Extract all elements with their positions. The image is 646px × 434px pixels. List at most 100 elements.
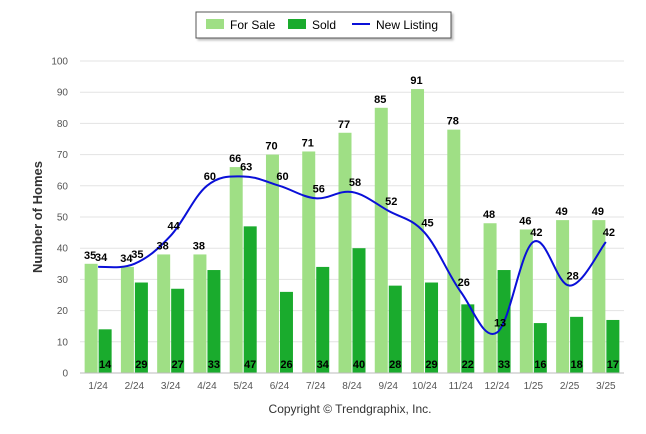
bar-for-sale-4-24 <box>193 254 207 373</box>
label-sold-5-24: 47 <box>244 359 256 371</box>
bar-for-sale-1-25 <box>519 229 533 373</box>
label-for-sale-6-24: 70 <box>265 141 277 153</box>
label-for-sale-2-24: 34 <box>120 253 133 265</box>
x-tick-label-12-24: 12/24 <box>485 381 510 392</box>
x-tick-label-1-25: 1/25 <box>524 381 544 392</box>
bar-for-sale-10-24 <box>411 89 425 373</box>
x-tick-label-2-25: 2/25 <box>560 381 580 392</box>
label-for-sale-2-25: 49 <box>555 206 567 218</box>
y-tick-label: 10 <box>57 337 69 348</box>
bar-sold-8-24 <box>352 248 366 373</box>
bar-for-sale-7-24 <box>302 151 316 373</box>
legend: For Sale Sold New Listing <box>195 11 452 39</box>
label-for-sale-3-25: 49 <box>592 206 604 218</box>
x-tick-label-8-24: 8/24 <box>342 381 362 392</box>
y-tick-label: 70 <box>57 150 69 161</box>
copyright-footer: Copyright © Trendgraphix, Inc. <box>269 402 432 416</box>
bar-for-sale-5-24 <box>229 167 243 373</box>
legend-swatch-sold <box>288 19 306 29</box>
y-tick-label: 30 <box>57 275 69 286</box>
label-for-sale-10-24: 91 <box>410 75 422 87</box>
label-sold-1-25: 16 <box>534 359 546 371</box>
x-tick-label-4-24: 4/24 <box>197 381 217 392</box>
bars <box>84 89 620 374</box>
legend-label-sold: Sold <box>312 18 336 32</box>
line-new-listing <box>98 175 607 335</box>
label-new-listing-9-24: 52 <box>385 196 397 208</box>
x-tick-label-6-24: 6/24 <box>270 381 290 392</box>
bar-sold-9-24 <box>388 285 402 373</box>
label-for-sale-5-24: 66 <box>229 153 241 165</box>
label-new-listing-10-24: 45 <box>421 218 433 230</box>
label-sold-10-24: 29 <box>425 359 437 371</box>
label-sold-6-24: 26 <box>280 359 292 371</box>
legend-swatch-for-sale <box>206 19 224 29</box>
label-new-listing-3-24: 44 <box>168 221 181 233</box>
bar-for-sale-3-24 <box>157 254 171 373</box>
x-tick-label-3-24: 3/24 <box>161 381 181 392</box>
bar-for-sale-8-24 <box>338 132 352 373</box>
bar-for-sale-3-25 <box>592 220 606 373</box>
bar-for-sale-1-24 <box>84 263 98 373</box>
y-tick-label: 80 <box>57 119 69 130</box>
label-for-sale-9-24: 85 <box>374 94 386 106</box>
x-tick-label-3-25: 3/25 <box>596 381 616 392</box>
x-tick-label-9-24: 9/24 <box>379 381 399 392</box>
label-for-sale-1-24: 35 <box>84 250 96 262</box>
label-new-listing-5-24: 63 <box>240 161 252 173</box>
x-tick-label-11-24: 11/24 <box>449 381 474 392</box>
label-new-listing-11-24: 26 <box>458 277 470 289</box>
y-axis: 0 10 20 30 40 50 60 70 80 90 100 <box>51 57 68 380</box>
y-tick-label: 20 <box>57 306 69 317</box>
y-tick-label: 0 <box>62 369 68 380</box>
label-sold-3-24: 27 <box>172 359 184 371</box>
bar-sold-3-24 <box>171 288 185 373</box>
label-new-listing-12-24: 13 <box>494 317 506 329</box>
bar-sold-11-24 <box>461 304 475 373</box>
label-sold-2-24: 29 <box>135 359 147 371</box>
x-tick-label-1-24: 1/24 <box>88 381 108 392</box>
bar-for-sale-2-25 <box>556 220 570 373</box>
bar-sold-1-25 <box>533 323 547 373</box>
label-for-sale-4-24: 38 <box>193 240 205 252</box>
bar-sold-7-24 <box>316 266 330 373</box>
label-sold-7-24: 34 <box>317 359 330 371</box>
bar-sold-2-25 <box>570 316 584 373</box>
label-for-sale-11-24: 78 <box>447 116 459 128</box>
y-tick-label: 60 <box>57 181 69 192</box>
label-for-sale-1-25: 46 <box>519 215 531 227</box>
y-tick-label: 40 <box>57 244 69 255</box>
label-new-listing-7-24: 56 <box>313 183 325 195</box>
label-for-sale-3-24: 38 <box>157 240 169 252</box>
label-sold-8-24: 40 <box>353 359 365 371</box>
label-for-sale-7-24: 71 <box>302 137 314 149</box>
x-axis: 1/24 2/24 3/24 4/24 5/24 6/24 7/24 8/24 9/24 10/2… <box>80 372 624 392</box>
new-listing-line <box>98 175 607 335</box>
label-new-listing-1-25: 42 <box>530 227 542 239</box>
x-tick-label-7-24: 7/24 <box>306 381 326 392</box>
label-sold-11-24: 22 <box>462 359 474 371</box>
label-sold-3-25: 17 <box>607 359 619 371</box>
data-labels: 35 14 34 29 38 27 38 33 66 47 70 26 71 34 77 40 85 28 91 29… <box>84 75 619 371</box>
bar-sold-1-24 <box>98 329 112 373</box>
bar-sold-3-25 <box>606 319 620 373</box>
label-sold-2-25: 18 <box>570 359 582 371</box>
label-new-listing-8-24: 58 <box>349 177 361 189</box>
x-tick-label-10-24: 10/24 <box>412 381 437 392</box>
bar-sold-6-24 <box>279 291 293 373</box>
label-sold-4-24: 33 <box>208 359 220 371</box>
label-new-listing-2-25: 28 <box>566 271 578 283</box>
bar-for-sale-9-24 <box>374 107 388 374</box>
x-tick-label-2-24: 2/24 <box>125 381 145 392</box>
bar-sold-10-24 <box>425 282 439 373</box>
bar-for-sale-11-24 <box>447 129 461 373</box>
bar-sold-4-24 <box>207 270 221 373</box>
y-axis-title: Number of Homes <box>30 161 45 273</box>
x-tick-label-5-24: 5/24 <box>233 381 253 392</box>
label-sold-12-24: 33 <box>498 359 510 371</box>
y-tick-label: 90 <box>57 88 69 99</box>
bar-for-sale-2-24 <box>120 266 134 373</box>
label-for-sale-8-24: 77 <box>338 119 350 131</box>
label-sold-1-24: 14 <box>99 359 112 371</box>
